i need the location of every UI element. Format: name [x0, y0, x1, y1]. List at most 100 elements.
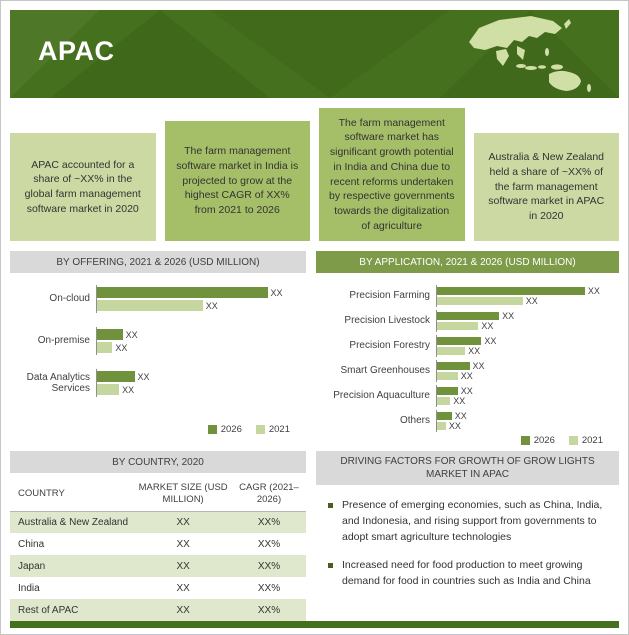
- bar-2021: [437, 397, 451, 405]
- cell-market-size: XX: [176, 517, 190, 528]
- legend-item: 2021: [255, 424, 290, 435]
- country-panel: BY COUNTRY, 2020 COUNTRY MARKET SIZE (US…: [10, 451, 306, 622]
- chart-category-row: Precision Aquaculture XX XX: [318, 385, 613, 407]
- cell-cagr: XX%: [257, 582, 281, 594]
- bar-2026: [97, 371, 135, 382]
- region-title: APAC: [38, 36, 115, 66]
- table-header-row: COUNTRY MARKET SIZE (USD MILLION) CAGR (…: [10, 477, 306, 512]
- table-row: Australia & New Zealand XX XX%: [10, 511, 306, 534]
- bar-line: XX: [437, 386, 613, 396]
- category-label: Smart Greenhouses: [340, 365, 431, 377]
- highlight-text: The farm management software market in I…: [176, 145, 299, 217]
- bullet-icon: [328, 563, 333, 569]
- cell-cagr: XX%: [257, 538, 281, 550]
- legend-label: 2026: [220, 424, 242, 435]
- col-header-market-size: MARKET SIZE (USD MILLION): [138, 482, 228, 505]
- bar-line: XX: [97, 370, 300, 383]
- bar-group: XX XX: [436, 285, 613, 307]
- table-row: China XX XX%: [10, 533, 306, 555]
- bar-line: XX: [97, 286, 300, 299]
- cell-market-size: XX: [176, 560, 190, 572]
- offering-panel: BY OFFERING, 2021 & 2026 (USD MILLION) O…: [10, 251, 306, 441]
- bar-value-label: XX: [472, 361, 485, 371]
- bar-line: XX: [437, 361, 613, 371]
- col-header-country: COUNTRY: [18, 487, 65, 499]
- offering-chart-legend: 2026 2021: [12, 424, 300, 435]
- highlight-text: Australia & New Zealand held a share of …: [488, 151, 605, 223]
- application-chart: Precision Farming XX XX Precision Livestock…: [316, 273, 619, 446]
- table-row: Japan XX XX%: [10, 555, 306, 578]
- cell-country: Japan: [18, 560, 46, 572]
- country-table: COUNTRY MARKET SIZE (USD MILLION) CAGR (…: [10, 477, 306, 622]
- bar-value-label: XX: [270, 287, 283, 298]
- legend-label: 2021: [268, 424, 290, 435]
- bar-line: XX: [437, 311, 613, 321]
- bar-value-label: XX: [448, 421, 461, 431]
- bar-value-label: XX: [502, 311, 515, 321]
- bar-group: XX XX: [436, 360, 613, 382]
- offering-chart: On-cloud XX XX On-premise XX XX Data Analytics…: [10, 273, 306, 441]
- country-table-title: BY COUNTRY, 2020: [10, 451, 306, 473]
- bar-2021: [437, 422, 446, 430]
- banner-graphics: [10, 10, 619, 98]
- apac-map-icon: [469, 16, 591, 92]
- bar-value-label: XX: [125, 329, 138, 340]
- bar-line: XX: [437, 296, 613, 306]
- highlight-box-anz-share: Australia & New Zealand held a share of …: [473, 133, 619, 241]
- col-header-cagr: CAGR (2021–2026): [239, 482, 299, 505]
- legend-swatch: [568, 436, 578, 445]
- bar-line: XX: [437, 371, 613, 381]
- bar-group: XX XX: [436, 385, 613, 407]
- legend-item: 2026: [520, 435, 555, 446]
- bar-line: XX: [437, 421, 613, 431]
- offering-chart-title: BY OFFERING, 2021 & 2026 (USD MILLION): [10, 251, 306, 273]
- highlight-text: The farm management software market has …: [329, 116, 455, 232]
- highlight-box-india-cagr: The farm management software market in I…: [164, 121, 310, 241]
- bullet-text: Presence of emerging economies, such as …: [342, 499, 603, 543]
- legend-label: 2021: [581, 435, 603, 446]
- bullet-text: Increased need for food production to me…: [342, 559, 591, 587]
- table-row: Rest of APAC XX XX%: [10, 599, 306, 622]
- bar-group: XX XX: [436, 335, 613, 357]
- chart-category-row: Precision Farming XX XX: [318, 285, 613, 307]
- bar-2026: [437, 337, 482, 345]
- chart-category-row: Others XX XX: [318, 410, 613, 432]
- bar-value-label: XX: [122, 384, 135, 395]
- driving-factors-panel: DRIVING FACTORS FOR GROWTH OF GROW LIGHT…: [316, 451, 619, 621]
- application-panel: BY APPLICATION, 2021 & 2026 (USD MILLION…: [316, 251, 619, 446]
- category-label: Data Analytics Services: [26, 371, 90, 395]
- bar-value-label: XX: [205, 300, 218, 311]
- bar-value-label: XX: [484, 336, 497, 346]
- bar-2021: [437, 297, 523, 305]
- charts-row: BY OFFERING, 2021 & 2026 (USD MILLION) O…: [10, 251, 619, 446]
- category-label: Others: [399, 415, 430, 427]
- category-label: Precision Aquaculture: [333, 390, 430, 402]
- bar-2026: [97, 287, 268, 298]
- bar-group: XX XX: [436, 310, 613, 332]
- bar-value-label: XX: [587, 286, 600, 296]
- bar-value-label: XX: [454, 411, 467, 421]
- cell-country: India: [18, 582, 40, 594]
- table-row: India XX XX%: [10, 577, 306, 599]
- cell-country: Australia & New Zealand: [18, 517, 129, 528]
- bar-2026: [437, 312, 500, 320]
- bar-group: XX XX: [96, 327, 300, 355]
- chart-category-row: Data Analytics Services XX XX: [12, 369, 300, 397]
- legend-item: 2026: [207, 424, 242, 435]
- cell-country: Rest of APAC: [18, 604, 79, 616]
- bar-line: XX: [437, 286, 613, 296]
- cell-cagr: XX%: [257, 560, 281, 572]
- driving-factors-title: DRIVING FACTORS FOR GROWTH OF GROW LIGHT…: [316, 451, 619, 485]
- footer-bar: [10, 621, 619, 629]
- bar-value-label: XX: [525, 296, 538, 306]
- category-label: Precision Farming: [349, 290, 430, 302]
- bar-group: XX XX: [436, 410, 613, 432]
- category-label: On-premise: [37, 335, 90, 347]
- bar-line: XX: [97, 383, 300, 396]
- category-label: Precision Forestry: [349, 340, 430, 352]
- bar-line: XX: [437, 336, 613, 346]
- highlight-text: APAC accounted for a share of ~XX% in th…: [24, 158, 141, 215]
- bar-value-label: XX: [481, 321, 494, 331]
- bar-2021: [97, 300, 203, 311]
